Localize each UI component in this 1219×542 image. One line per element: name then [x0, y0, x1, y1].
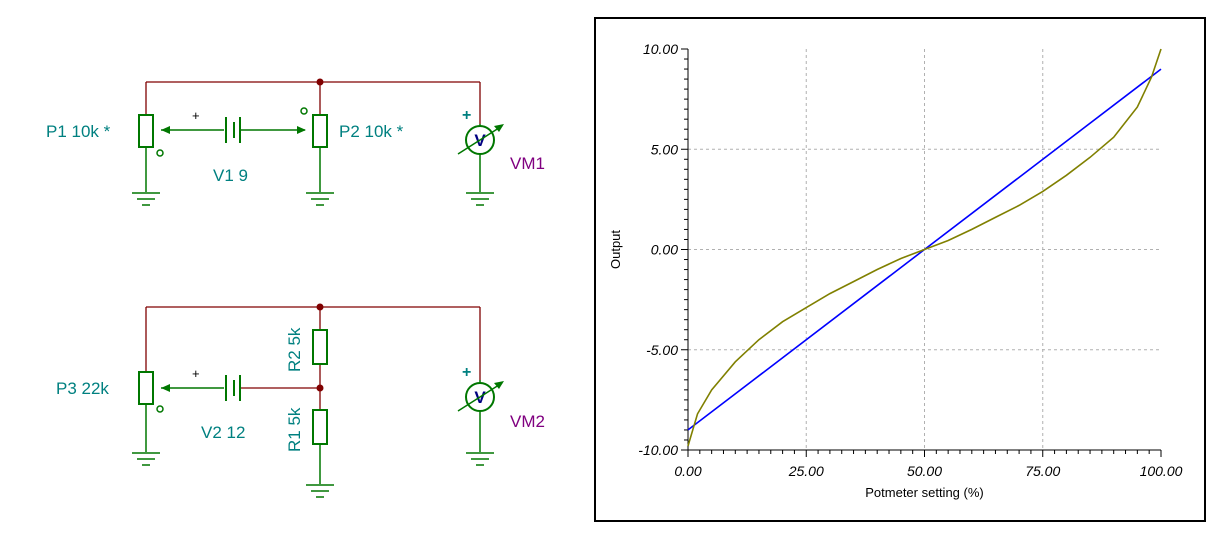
circuit2-junction-mid: [316, 384, 324, 392]
circuit2-junction-top: [316, 303, 324, 311]
vm1-voltmeter[interactable]: V: [457, 124, 504, 192]
x-tick-label: 25.00: [788, 463, 824, 479]
circuit-2: + V + P3 22k V2 12 VM2 R2 5k: [56, 303, 545, 498]
v2-label: V2 12: [201, 423, 245, 442]
y-tick-label: -5.00: [646, 342, 678, 358]
r1-label: R1 5k: [285, 407, 304, 452]
series-line-2: [687, 48, 1162, 447]
output-chart: 0.00 25.00 50.00 75.00 100.00 10.00 5.00 0.00 -5…: [608, 41, 1183, 500]
chart-axes: 0.00 25.00 50.00 75.00 100.00 10.00 5.00 0.00 -5…: [638, 41, 1182, 479]
v1-battery[interactable]: [161, 117, 306, 143]
x-tick-label: 100.00: [1140, 463, 1183, 479]
circuit1-junction: [316, 78, 324, 86]
ground-symbol: [306, 192, 334, 206]
ground-symbol: [466, 452, 494, 466]
p1-potentiometer[interactable]: [138, 114, 164, 192]
y-axis-label: Output: [608, 230, 623, 269]
chart-series: [687, 48, 1162, 447]
x-tick-label: 50.00: [907, 463, 942, 479]
chart-panel: 0.00 25.00 50.00 75.00 100.00 10.00 5.00 0.00 -5…: [594, 17, 1206, 522]
v1-label: V1 9: [213, 166, 248, 185]
vm2-plus-sign: +: [462, 364, 471, 381]
ground-symbol: [132, 192, 160, 206]
p3-label: P3 22k: [56, 379, 109, 398]
y-tick-label: 5.00: [651, 141, 678, 157]
p1-label: P1 10k *: [46, 122, 111, 141]
ground-symbol: [132, 452, 160, 466]
circuit-schematic: V + + P1 10k * P2 10k * V1 9 VM1: [46, 78, 545, 498]
y-tick-label: -10.00: [638, 442, 678, 458]
y-tick-label: 10.00: [643, 41, 678, 57]
vm2-voltmeter[interactable]: V: [457, 380, 504, 452]
p2-potentiometer[interactable]: [300, 107, 328, 192]
v2-battery[interactable]: [161, 375, 241, 401]
p3-potentiometer[interactable]: [138, 371, 164, 452]
circuit-1: V + + P1 10k * P2 10k * V1 9 VM1: [46, 78, 545, 206]
p2-label: P2 10k *: [339, 122, 404, 141]
r2-label: R2 5k: [285, 327, 304, 372]
r1-resistor[interactable]: [312, 409, 328, 484]
vm1-label: VM1: [510, 154, 545, 173]
r2-resistor[interactable]: [312, 329, 328, 365]
ground-symbol: [466, 192, 494, 206]
ground-symbol: [306, 484, 334, 498]
x-axis-label: Potmeter setting (%): [865, 485, 984, 500]
y-tick-label: 0.00: [651, 242, 678, 258]
v1-plus-sign: +: [192, 108, 200, 123]
v2-plus-sign: +: [192, 366, 200, 381]
x-tick-label: 75.00: [1025, 463, 1060, 479]
vm1-plus-sign: +: [462, 107, 471, 124]
x-tick-label: 0.00: [674, 463, 701, 479]
vm2-label: VM2: [510, 412, 545, 431]
